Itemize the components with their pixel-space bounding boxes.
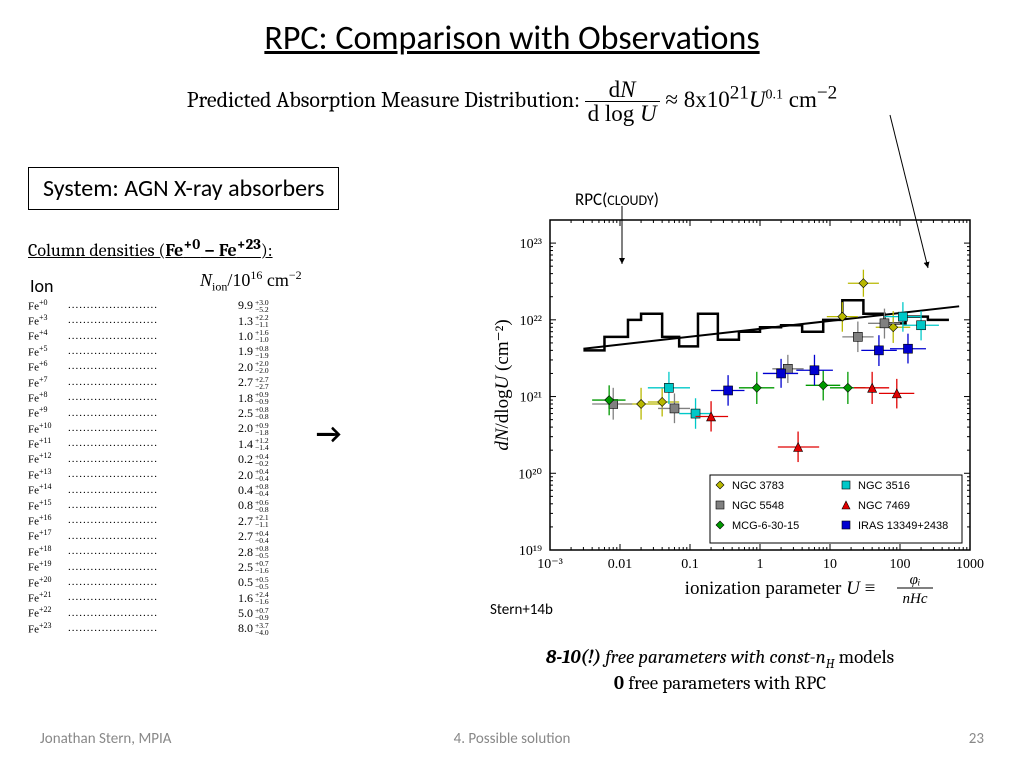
footer-section: 4. Possible solution [0,730,1024,748]
chart: 10⁻³ 0.01 0.1 1 10 100 1000 10¹⁹ 10²⁰ 10²¹ 10²² 10²… [490,210,990,615]
svg-text:MCG-6-30-15: MCG-6-30-15 [732,520,799,532]
table-row: Fe+16........................2.7+2.1−1.1 [28,513,269,528]
footer-page-number: 23 [969,730,984,748]
svg-text:1000: 1000 [956,557,984,572]
slide-title: RPC: Comparison with Observations [0,18,1024,59]
svg-text:NGC 3516: NGC 3516 [858,480,910,492]
svg-text:0.1: 0.1 [681,557,699,572]
svg-text:10²¹: 10²¹ [520,391,542,406]
svg-text:10²³: 10²³ [520,237,542,252]
svg-text:0.01: 0.01 [608,557,633,572]
table-row: Fe+4........................1.0+1.6−1.0 [28,329,269,344]
ion-header: Ion [30,275,53,297]
fe-table: Fe+0........................9.9+3.0−5.2F… [28,298,269,637]
rpc-cloudy-label: RPC(CLOUDY) [575,189,659,210]
column-densities-title: Column densities (Fe+0 − Fe+23): [28,235,273,261]
table-row: Fe+6........................2.0+2.0−2.0 [28,360,269,375]
table-row: Fe+0........................9.9+3.0−5.2 [28,298,269,313]
caption: 8-10(!) free parameters with const-nH mo… [440,646,1000,694]
svg-text:NGC 5548: NGC 5548 [732,500,784,512]
subtitle-prefix: Predicted Absorption Measure Distributio… [187,87,585,113]
subtitle: Predicted Absorption Measure Distributio… [0,78,1024,125]
svg-text:NGC 7469: NGC 7469 [858,500,910,512]
svg-text:ionization parameter U ≡: ionization parameter U ≡ [685,578,876,599]
svg-text:dN/dlogU (cm⁻²): dN/dlogU (cm⁻²) [492,319,513,450]
table-row: Fe+21........................1.6+2.4−1.6 [28,590,269,605]
svg-text:10⁻³: 10⁻³ [537,557,563,572]
svg-text:NGC 3783: NGC 3783 [732,480,784,492]
table-row: Fe+7........................2.7+2.7−2.7 [28,375,269,390]
table-row: Fe+5........................1.9+0.8−1.9 [28,344,269,359]
svg-text:φᵢ: φᵢ [910,572,921,588]
svg-text:nHc: nHc [903,591,928,607]
table-row: Fe+9........................2.5+0.8−0.8 [28,406,269,421]
svg-text:1: 1 [757,557,764,572]
nion-header: Nion/1016 cm−2 [200,268,302,295]
table-row: Fe+22........................5.0+0.7−0.9 [28,606,269,621]
table-row: Fe+10........................2.0+0.9−1.8 [28,421,269,436]
svg-text:10: 10 [823,557,837,572]
svg-text:10²²: 10²² [520,314,542,329]
table-row: Fe+17........................2.7+0.4−0.4 [28,529,269,544]
arrow-icon: → [316,416,341,451]
table-row: Fe+20........................0.5+0.5−0.5 [28,575,269,590]
table-row: Fe+3........................1.3+2.2−1.1 [28,313,269,328]
svg-text:10²⁰: 10²⁰ [518,467,542,482]
table-row: Fe+18........................2.8+0.8−0.5 [28,544,269,559]
table-row: Fe+15........................0.8+0.6−0.8 [28,498,269,513]
stern-citation: Stern+14b [490,601,553,619]
table-row: Fe+19........................2.5+0.7−1.6 [28,560,269,575]
system-box: System: AGN X-ray absorbers [28,167,339,210]
table-row: Fe+11........................1.4+1.2−1.4 [28,437,269,452]
svg-text:IRAS 13349+2438: IRAS 13349+2438 [858,520,948,532]
table-row: Fe+8........................1.8+0.9−0.9 [28,390,269,405]
table-row: Fe+14........................0.4+0.8−0.4 [28,483,269,498]
svg-text:10¹⁹: 10¹⁹ [519,544,542,559]
table-row: Fe+13........................2.0+0.4−0.4 [28,467,269,482]
table-row: Fe+23........................8.0+3.7−4.0 [28,621,269,636]
svg-text:100: 100 [890,557,911,572]
table-row: Fe+12........................0.2+0.4−0.2 [28,452,269,467]
